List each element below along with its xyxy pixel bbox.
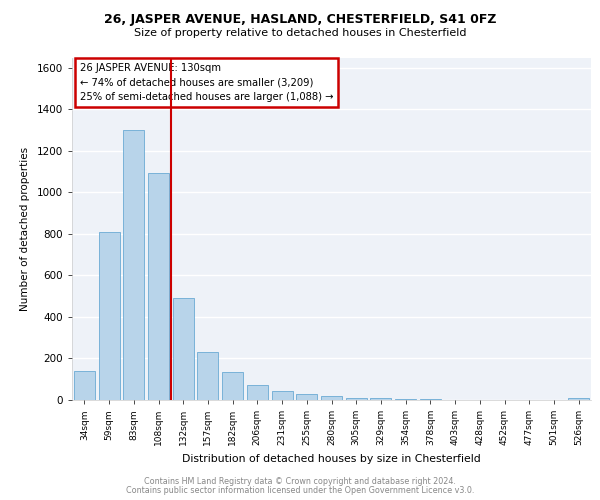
- Text: 26 JASPER AVENUE: 130sqm
← 74% of detached houses are smaller (3,209)
25% of sem: 26 JASPER AVENUE: 130sqm ← 74% of detach…: [80, 62, 333, 102]
- Bar: [272, 390, 293, 400]
- Bar: [296, 394, 317, 400]
- Bar: [395, 399, 416, 400]
- Bar: [247, 386, 268, 400]
- X-axis label: Distribution of detached houses by size in Chesterfield: Distribution of detached houses by size …: [182, 454, 481, 464]
- Text: 26, JASPER AVENUE, HASLAND, CHESTERFIELD, S41 0FZ: 26, JASPER AVENUE, HASLAND, CHESTERFIELD…: [104, 12, 496, 26]
- Bar: [197, 352, 218, 400]
- Bar: [568, 398, 589, 400]
- Bar: [74, 371, 95, 400]
- Text: Contains public sector information licensed under the Open Government Licence v3: Contains public sector information licen…: [126, 486, 474, 495]
- Bar: [370, 398, 391, 400]
- Bar: [123, 130, 144, 400]
- Bar: [148, 172, 169, 400]
- Text: Size of property relative to detached houses in Chesterfield: Size of property relative to detached ho…: [134, 28, 466, 38]
- Text: Contains HM Land Registry data © Crown copyright and database right 2024.: Contains HM Land Registry data © Crown c…: [144, 478, 456, 486]
- Y-axis label: Number of detached properties: Number of detached properties: [20, 146, 30, 311]
- Bar: [321, 396, 342, 400]
- Bar: [346, 398, 367, 400]
- Bar: [173, 298, 194, 400]
- Bar: [98, 232, 119, 400]
- Bar: [222, 372, 243, 400]
